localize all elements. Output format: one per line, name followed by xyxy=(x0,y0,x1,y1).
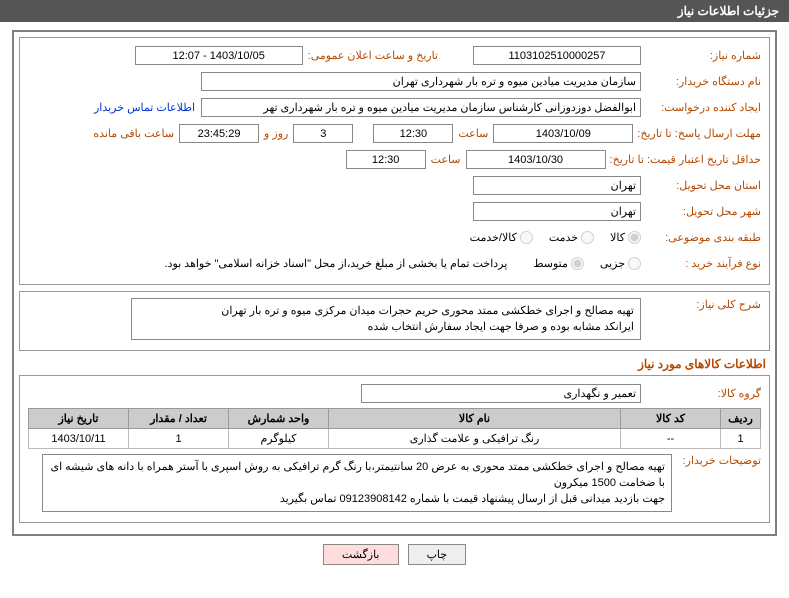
th-row: ردیف xyxy=(721,409,761,429)
cell-name: رنگ ترافیکی و علامت گذاری xyxy=(329,429,621,449)
validity-date-field: 1403/10/30 xyxy=(466,150,606,169)
radio-partial-label: جزیی xyxy=(600,257,625,270)
th-date: تاریخ نیاز xyxy=(29,409,129,429)
announce-datetime-label: تاریخ و ساعت اعلان عمومی: xyxy=(303,49,443,62)
remaining-time-field: 23:45:29 xyxy=(179,124,259,143)
response-time-field: 12:30 xyxy=(373,124,453,143)
cell-date: 1403/10/11 xyxy=(29,429,129,449)
cell-code: -- xyxy=(621,429,721,449)
goods-section-title: اطلاعات کالاهای مورد نیاز xyxy=(23,357,766,371)
city-label: شهر محل تحویل: xyxy=(641,205,761,218)
requester-label: ایجاد کننده درخواست: xyxy=(641,101,761,114)
requester-field: ابوالفضل دوزدوزانی کارشناس سازمان مدیریت… xyxy=(201,98,641,117)
cell-row: 1 xyxy=(721,429,761,449)
remaining-days-field: 3 xyxy=(293,124,353,143)
page-header: جزئیات اطلاعات نیاز xyxy=(0,0,789,22)
response-deadline-label: مهلت ارسال پاسخ: تا تاریخ: xyxy=(633,127,761,140)
need-number-field: 1103102510000257 xyxy=(473,46,641,65)
cell-qty: 1 xyxy=(129,429,229,449)
radio-service-label: خدمت xyxy=(549,231,578,244)
radio-goods-service-label: کالا/خدمت xyxy=(470,231,517,244)
province-label: استان محل تحویل: xyxy=(641,179,761,192)
th-code: کد کالا xyxy=(621,409,721,429)
min-validity-label: حداقل تاریخ اعتبار قیمت: تا تاریخ: xyxy=(606,153,761,166)
cell-unit: کیلوگرم xyxy=(229,429,329,449)
print-button[interactable]: چاپ xyxy=(408,544,467,565)
buyer-contact-link[interactable]: اطلاعات تماس خریدار xyxy=(94,101,201,114)
days-and-label: روز و xyxy=(259,127,293,140)
description-box: شرح کلی نیاز: تهیه مصالح و اجرای خطکشی م… xyxy=(19,291,770,351)
general-desc-label: شرح کلی نیاز: xyxy=(641,298,761,311)
goods-box: گروه کالا: تعمیر و نگهداری ردیف کد کالا … xyxy=(19,375,770,523)
th-name: نام کالا xyxy=(329,409,621,429)
goods-group-field: تعمیر و نگهداری xyxy=(361,384,641,403)
hour-label-1: ساعت xyxy=(453,127,493,140)
radio-partial[interactable]: جزیی xyxy=(600,257,641,270)
province-field: تهران xyxy=(473,176,641,195)
buyer-notes-line1: تهیه مصالح و اجرای خطکشی ممتد محوری به ع… xyxy=(49,459,665,491)
purchase-process-group: جزیی متوسط xyxy=(519,257,641,270)
general-desc-field: تهیه مصالح و اجرای خطکشی ممتد محوری حریم… xyxy=(131,298,641,340)
button-row: چاپ بازگشت xyxy=(0,544,789,565)
buyer-org-label: نام دستگاه خریدار: xyxy=(641,75,761,88)
purchase-process-label: نوع فرآیند خرید : xyxy=(641,257,761,270)
radio-service[interactable]: خدمت xyxy=(549,231,594,244)
radio-medium-label: متوسط xyxy=(533,257,568,270)
need-number-label: شماره نیاز: xyxy=(641,49,761,62)
announce-datetime-field: 1403/10/05 - 12:07 xyxy=(135,46,303,65)
city-field: تهران xyxy=(473,202,641,221)
validity-time-field: 12:30 xyxy=(346,150,426,169)
subject-class-group: کالا خدمت کالا/خدمت xyxy=(456,231,641,244)
remaining-label: ساعت باقی مانده xyxy=(88,127,179,140)
buyer-org-field: سازمان مدیریت میادین میوه و تره بار شهرد… xyxy=(201,72,641,91)
radio-goods-service[interactable]: کالا/خدمت xyxy=(470,231,533,244)
main-container: شماره نیاز: 1103102510000257 تاریخ و ساع… xyxy=(12,30,777,536)
buyer-notes-line2: جهت بازدید میدانی قبل از ارسال پیشنهاد ق… xyxy=(49,491,665,507)
buyer-notes-field: تهیه مصالح و اجرای خطکشی ممتد محوری به ع… xyxy=(42,454,672,512)
hour-label-2: ساعت xyxy=(426,153,466,166)
goods-table: ردیف کد کالا نام کالا واحد شمارش تعداد /… xyxy=(28,408,761,449)
radio-goods[interactable]: کالا xyxy=(610,231,641,244)
radio-goods-label: کالا xyxy=(610,231,625,244)
response-date-field: 1403/10/09 xyxy=(493,124,633,143)
goods-group-label: گروه کالا: xyxy=(641,387,761,400)
th-qty: تعداد / مقدار xyxy=(129,409,229,429)
table-row: 1 -- رنگ ترافیکی و علامت گذاری کیلوگرم 1… xyxy=(29,429,761,449)
th-unit: واحد شمارش xyxy=(229,409,329,429)
radio-medium[interactable]: متوسط xyxy=(533,257,584,270)
back-button[interactable]: بازگشت xyxy=(323,544,399,565)
general-desc-line1: تهیه مصالح و اجرای خطکشی ممتد محوری حریم… xyxy=(138,303,634,319)
details-box: شماره نیاز: 1103102510000257 تاریخ و ساع… xyxy=(19,37,770,285)
buyer-notes-label: توضیحات خریدار: xyxy=(676,454,761,467)
general-desc-line2: ایرانکد مشابه بوده و صرفا جهت ایجاد سفار… xyxy=(138,319,634,335)
subject-class-label: طبقه بندی موضوعی: xyxy=(641,231,761,244)
payment-note: پرداخت تمام یا بخشی از مبلغ خرید،از محل … xyxy=(165,257,520,270)
